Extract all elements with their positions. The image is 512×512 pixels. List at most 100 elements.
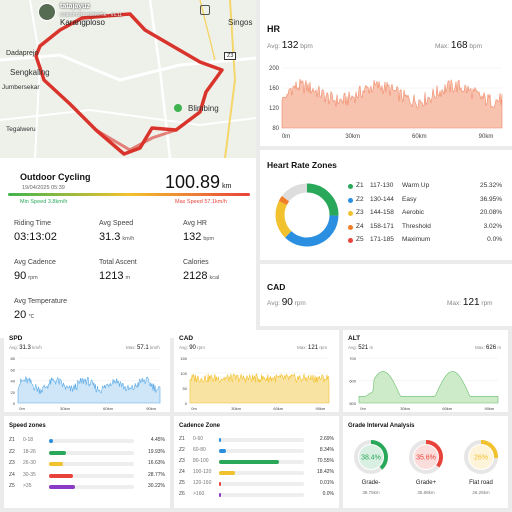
stat-total-ascent-value: 1213 m xyxy=(99,270,131,282)
cad-chart[interactable]: 150 100 50 00m 30km 60km 90km xyxy=(174,354,339,412)
zone-bar xyxy=(49,473,74,478)
hr-zones-title: Heart Rate Zones xyxy=(267,160,337,170)
zone-label: Z4 xyxy=(9,471,15,478)
grade-ring: 35.6% xyxy=(409,440,443,474)
y-tick-label: 0 xyxy=(185,401,188,406)
zone-pct: 0.0% xyxy=(322,491,334,497)
hr-avg: Avg: 132 bpm xyxy=(267,40,313,51)
zone-row: Z6 >160 0.0% xyxy=(179,490,336,500)
zone-pct: 36.95% xyxy=(479,195,502,203)
alt-title: ALT xyxy=(348,335,361,342)
stat-avg-hr-value: 132 bpm xyxy=(183,231,215,243)
activity-date: 19/04/2025 05:39 xyxy=(22,185,65,191)
zone-bar xyxy=(219,482,221,486)
x-tick-label: 60km xyxy=(103,406,113,411)
distance-value: 100.89 km xyxy=(165,172,231,193)
zone-dot xyxy=(348,211,353,216)
y-tick-label: 160 xyxy=(269,86,280,92)
grade-ring: 26% xyxy=(464,440,498,474)
zone-label: Z5 xyxy=(356,236,364,243)
series-area xyxy=(358,371,499,404)
zone-label: Z2 xyxy=(9,448,15,455)
x-tick-label: 0m xyxy=(191,406,197,411)
zone-bar-track xyxy=(219,438,304,442)
zone-row: Z3 26-30 16.63% xyxy=(9,459,167,469)
zone-bar-track xyxy=(219,449,304,453)
series-area xyxy=(189,372,330,404)
zone-label: Z1 xyxy=(179,436,185,442)
grade-distance: 26.25km xyxy=(472,490,490,495)
cadence-zones-list: Z1 0-60 2.69% Z2 60-80 8.34% Z3 80-100 70.55% Z4 1… xyxy=(179,435,336,507)
donut-slice-Z1 xyxy=(306,183,339,216)
cad-chart-max: Max: 121 rpm xyxy=(297,345,328,351)
hr-zone-row: Z5 171-185 Maximum 0.0% xyxy=(348,236,508,248)
map-label-singos: Singos xyxy=(228,18,253,27)
series-area xyxy=(17,376,161,404)
zone-pct: 0.01% xyxy=(319,480,334,486)
zone-name: Aerobic xyxy=(402,209,425,216)
zone-bar-track xyxy=(49,462,134,466)
y-tick-label: 700 xyxy=(349,356,356,361)
user-avatar[interactable] xyxy=(38,3,56,21)
zone-range: 100-120 xyxy=(193,469,212,475)
y-tick-label: 0 xyxy=(13,401,16,406)
hr-zones-card: Heart Rate Zones Z1 117-130 Warm Up 25.32% Z… xyxy=(260,150,512,260)
zone-range: 130-144 xyxy=(370,195,394,203)
zone-label: Z5 xyxy=(9,483,15,489)
zone-range: 171-185 xyxy=(370,236,394,243)
spd-chart[interactable]: 80 60 40 20 00m 30km 60km 90km xyxy=(4,354,170,412)
zone-bar xyxy=(219,471,235,475)
grade-ring-inner xyxy=(414,445,438,469)
share-icon[interactable] xyxy=(200,5,210,15)
x-tick-label: 90km xyxy=(479,134,494,140)
grade-distance: 38.75km xyxy=(362,490,380,495)
zone-range: >35 xyxy=(23,483,32,489)
route-map[interactable]: tatajayuz ONESPORT ROBOTIK · V1.11 Karan… xyxy=(0,0,256,158)
grade-name: Grade+ xyxy=(415,480,437,486)
zone-range: 120-160 xyxy=(193,480,212,486)
zone-name: Maximum xyxy=(402,236,431,243)
zone-range: >160 xyxy=(193,491,205,497)
distance-number: 100.89 xyxy=(165,172,221,192)
zone-label: Z2 xyxy=(356,195,364,203)
stat-avg-cadence-value: 90 rpm xyxy=(14,270,38,282)
stat-avg-speed-label: Avg Speed xyxy=(99,220,134,227)
alt-chart[interactable]: 700 600 500 0m 30km 60km 90km xyxy=(343,354,508,412)
y-tick-label: 150 xyxy=(180,356,187,361)
stat-avg-hr-label: Avg HR xyxy=(183,220,207,227)
zone-pct: 28.77% xyxy=(148,471,165,478)
zone-bar xyxy=(219,460,279,464)
zone-bar xyxy=(49,450,66,455)
stat-riding-time-value: 03:13:02 xyxy=(14,231,57,243)
zone-label: Z3 xyxy=(179,458,185,464)
zone-pct: 25.32% xyxy=(479,182,502,189)
zone-pct: 18.42% xyxy=(317,469,334,475)
zone-range: 60-80 xyxy=(193,447,206,453)
zone-range: 30-35 xyxy=(23,471,36,478)
zone-label: Z1 xyxy=(9,437,15,443)
zone-row: Z1 0-60 2.69% xyxy=(179,435,336,445)
grade-ring-fill xyxy=(354,440,388,474)
alt-max: Max: 626 m xyxy=(475,345,502,351)
zone-name: Warm Up xyxy=(402,182,430,189)
stat-calories-label: Calories xyxy=(183,259,209,266)
y-tick-label: 50 xyxy=(183,386,188,391)
grade-item: 38.4% Grade- 38.75km xyxy=(346,436,396,508)
map-label-sengkaling: Sengkaling xyxy=(10,68,50,77)
x-tick-label: 0m xyxy=(19,406,25,411)
max-speed: Max Speed 57.1km/h xyxy=(175,199,227,205)
hr-max: Max: 168 bpm xyxy=(435,40,483,51)
zone-bar xyxy=(219,438,222,442)
x-tick-label: 90km xyxy=(315,406,325,411)
x-tick-label: 0m xyxy=(360,406,366,411)
map-canvas xyxy=(0,0,256,158)
zone-label: Z4 xyxy=(356,222,364,230)
min-speed: Min Speed 3.8km/h xyxy=(20,199,68,205)
zone-range: 80-100 xyxy=(193,458,209,464)
x-tick-label: 0m xyxy=(282,134,290,140)
spd-title: SPD xyxy=(9,335,23,342)
zone-range: 18-26 xyxy=(23,448,36,455)
zone-label: Z4 xyxy=(179,469,185,475)
hr-zone-row: Z1 117-130 Warm Up 25.32% xyxy=(348,182,508,194)
